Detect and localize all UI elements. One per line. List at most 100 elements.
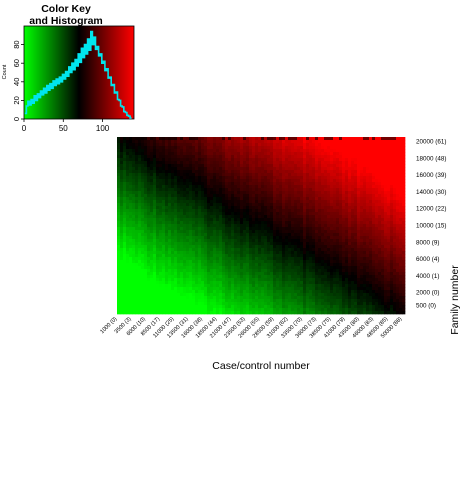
heatmap-cell (276, 200, 280, 204)
heatmap-cell (339, 278, 343, 282)
heatmap-cell (333, 275, 337, 279)
heatmap-cell (189, 161, 193, 165)
heatmap-cell (117, 152, 121, 156)
heatmap-cell (141, 194, 145, 198)
heatmap-cell (279, 260, 283, 264)
heatmap-cell (216, 257, 220, 261)
heatmap-cell (264, 248, 268, 252)
heatmap-cell (138, 233, 142, 237)
heatmap-cell (315, 245, 319, 249)
heatmap-cell (396, 179, 400, 183)
heatmap-cell (345, 164, 349, 168)
heatmap-cell (180, 188, 184, 192)
heatmap-cell (129, 152, 133, 156)
heatmap-cell (252, 239, 256, 243)
heatmap-cell (168, 245, 172, 249)
heatmap-cell (153, 263, 157, 267)
heatmap-cell (387, 218, 391, 222)
heatmap-cell (363, 152, 367, 156)
heatmap-cell (336, 212, 340, 216)
heatmap-cell (210, 218, 214, 222)
heatmap-cell (186, 179, 190, 183)
heatmap-cell (216, 263, 220, 267)
heatmap-cell (366, 227, 370, 231)
heatmap-cell (228, 257, 232, 261)
heatmap-cell (195, 215, 199, 219)
heatmap-cell (165, 266, 169, 270)
heatmap-cell (237, 170, 241, 174)
heatmap-cell (120, 281, 124, 285)
heatmap-cell (216, 221, 220, 225)
heatmap-cell (129, 242, 133, 246)
heatmap-cell (294, 242, 298, 246)
heatmap-cell (219, 239, 223, 243)
heatmap-cell (330, 209, 334, 213)
heatmap-cell (192, 206, 196, 210)
heatmap-cell (162, 146, 166, 150)
heatmap-cell (171, 224, 175, 228)
heatmap-cell (390, 203, 394, 207)
heatmap-cell (309, 161, 313, 165)
heatmap-cell (129, 191, 133, 195)
heatmap-cell (156, 281, 160, 285)
heatmap-cell (306, 197, 310, 201)
heatmap-cell (165, 158, 169, 162)
heatmap-cell (171, 263, 175, 267)
heatmap-cell (195, 290, 199, 294)
heatmap-cell (306, 146, 310, 150)
heatmap-cell (324, 287, 328, 291)
heatmap-cell (249, 197, 253, 201)
heatmap-cell (279, 239, 283, 243)
heatmap-cell (315, 179, 319, 183)
heatmap-cell (153, 221, 157, 225)
heatmap-cell (192, 200, 196, 204)
heatmap-cell (162, 215, 166, 219)
heatmap-cell (273, 242, 277, 246)
heatmap-cell (375, 287, 379, 291)
heatmap-cell (249, 173, 253, 177)
heatmap-cell (201, 200, 205, 204)
heatmap-cell (246, 245, 250, 249)
heatmap-cell (393, 263, 397, 267)
heatmap-cell (138, 230, 142, 234)
heatmap-cell (210, 242, 214, 246)
heatmap-cell (387, 263, 391, 267)
heatmap-cell (393, 200, 397, 204)
heatmap-cell (162, 194, 166, 198)
heatmap-cell (156, 143, 160, 147)
heatmap-cell (270, 230, 274, 234)
heatmap-cell (318, 266, 322, 270)
heatmap-cell (120, 140, 124, 144)
heatmap-cell (348, 263, 352, 267)
heatmap-cell (333, 167, 337, 171)
heatmap-cell (312, 284, 316, 288)
heatmap-cell (237, 227, 241, 231)
heatmap-cell (225, 140, 229, 144)
heatmap-cell (399, 143, 403, 147)
heatmap-cell (144, 284, 148, 288)
heatmap-cell (192, 272, 196, 276)
heatmap-cell (129, 137, 133, 141)
heatmap-cell (309, 146, 313, 150)
heatmap-cell (213, 275, 217, 279)
heatmap-cell (315, 170, 319, 174)
heatmap-cell (237, 221, 241, 225)
heatmap-cell (396, 191, 400, 195)
heatmap-cell (156, 200, 160, 204)
heatmap-cell (216, 266, 220, 270)
heatmap-cell (168, 188, 172, 192)
heatmap-cell (213, 143, 217, 147)
heatmap-cell (336, 143, 340, 147)
heatmap-cell (294, 251, 298, 255)
heatmap-cell (372, 176, 376, 180)
heatmap-cell (276, 155, 280, 159)
heatmap-cell (378, 284, 382, 288)
heatmap-cell (390, 161, 394, 165)
heatmap-cell (366, 284, 370, 288)
heatmap-cell (294, 281, 298, 285)
heatmap-cell (357, 173, 361, 177)
heatmap-cell (297, 164, 301, 168)
heatmap-cell (168, 197, 172, 201)
heatmap-cell (249, 263, 253, 267)
heatmap-cell (285, 221, 289, 225)
